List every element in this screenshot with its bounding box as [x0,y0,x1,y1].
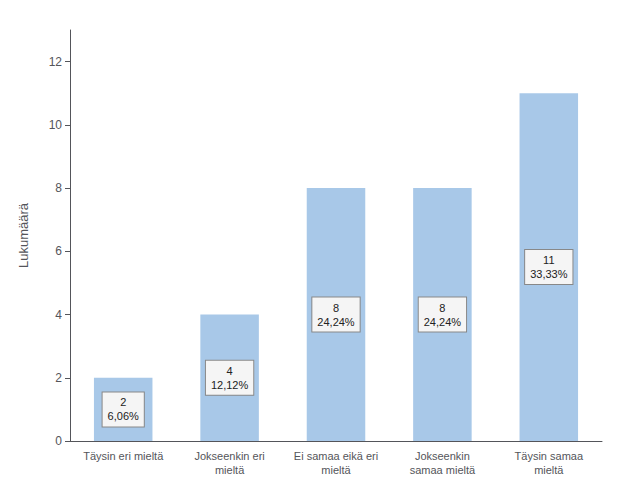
svg-text:10: 10 [49,118,63,132]
svg-text:33,33%: 33,33% [530,268,568,280]
svg-text:Ei samaa eikä eri: Ei samaa eikä eri [294,450,378,462]
svg-text:2: 2 [55,371,62,385]
svg-text:mieltä: mieltä [215,464,245,476]
svg-text:12: 12 [49,55,63,69]
svg-text:Lukumäärä: Lukumäärä [16,202,31,268]
svg-text:Täysin eri mieltä: Täysin eri mieltä [83,450,164,462]
svg-text:4: 4 [227,365,233,377]
svg-text:24,24%: 24,24% [424,316,462,328]
svg-text:Jokseenkin: Jokseenkin [415,450,470,462]
svg-text:6: 6 [55,244,62,258]
svg-text:8: 8 [333,302,339,314]
svg-text:samaa mieltä: samaa mieltä [410,464,476,476]
svg-text:0: 0 [55,434,62,448]
svg-text:11: 11 [543,254,554,266]
svg-text:Täysin samaa: Täysin samaa [515,450,584,462]
svg-text:Jokseenkin eri: Jokseenkin eri [194,450,264,462]
svg-text:24,24%: 24,24% [317,316,355,328]
svg-text:2: 2 [120,396,126,408]
svg-text:8: 8 [439,302,445,314]
svg-text:mieltä: mieltä [534,464,564,476]
svg-text:mieltä: mieltä [321,464,351,476]
svg-text:8: 8 [55,181,62,195]
svg-text:6,06%: 6,06% [108,410,139,422]
svg-text:12,12%: 12,12% [211,379,249,391]
svg-text:4: 4 [55,308,62,322]
